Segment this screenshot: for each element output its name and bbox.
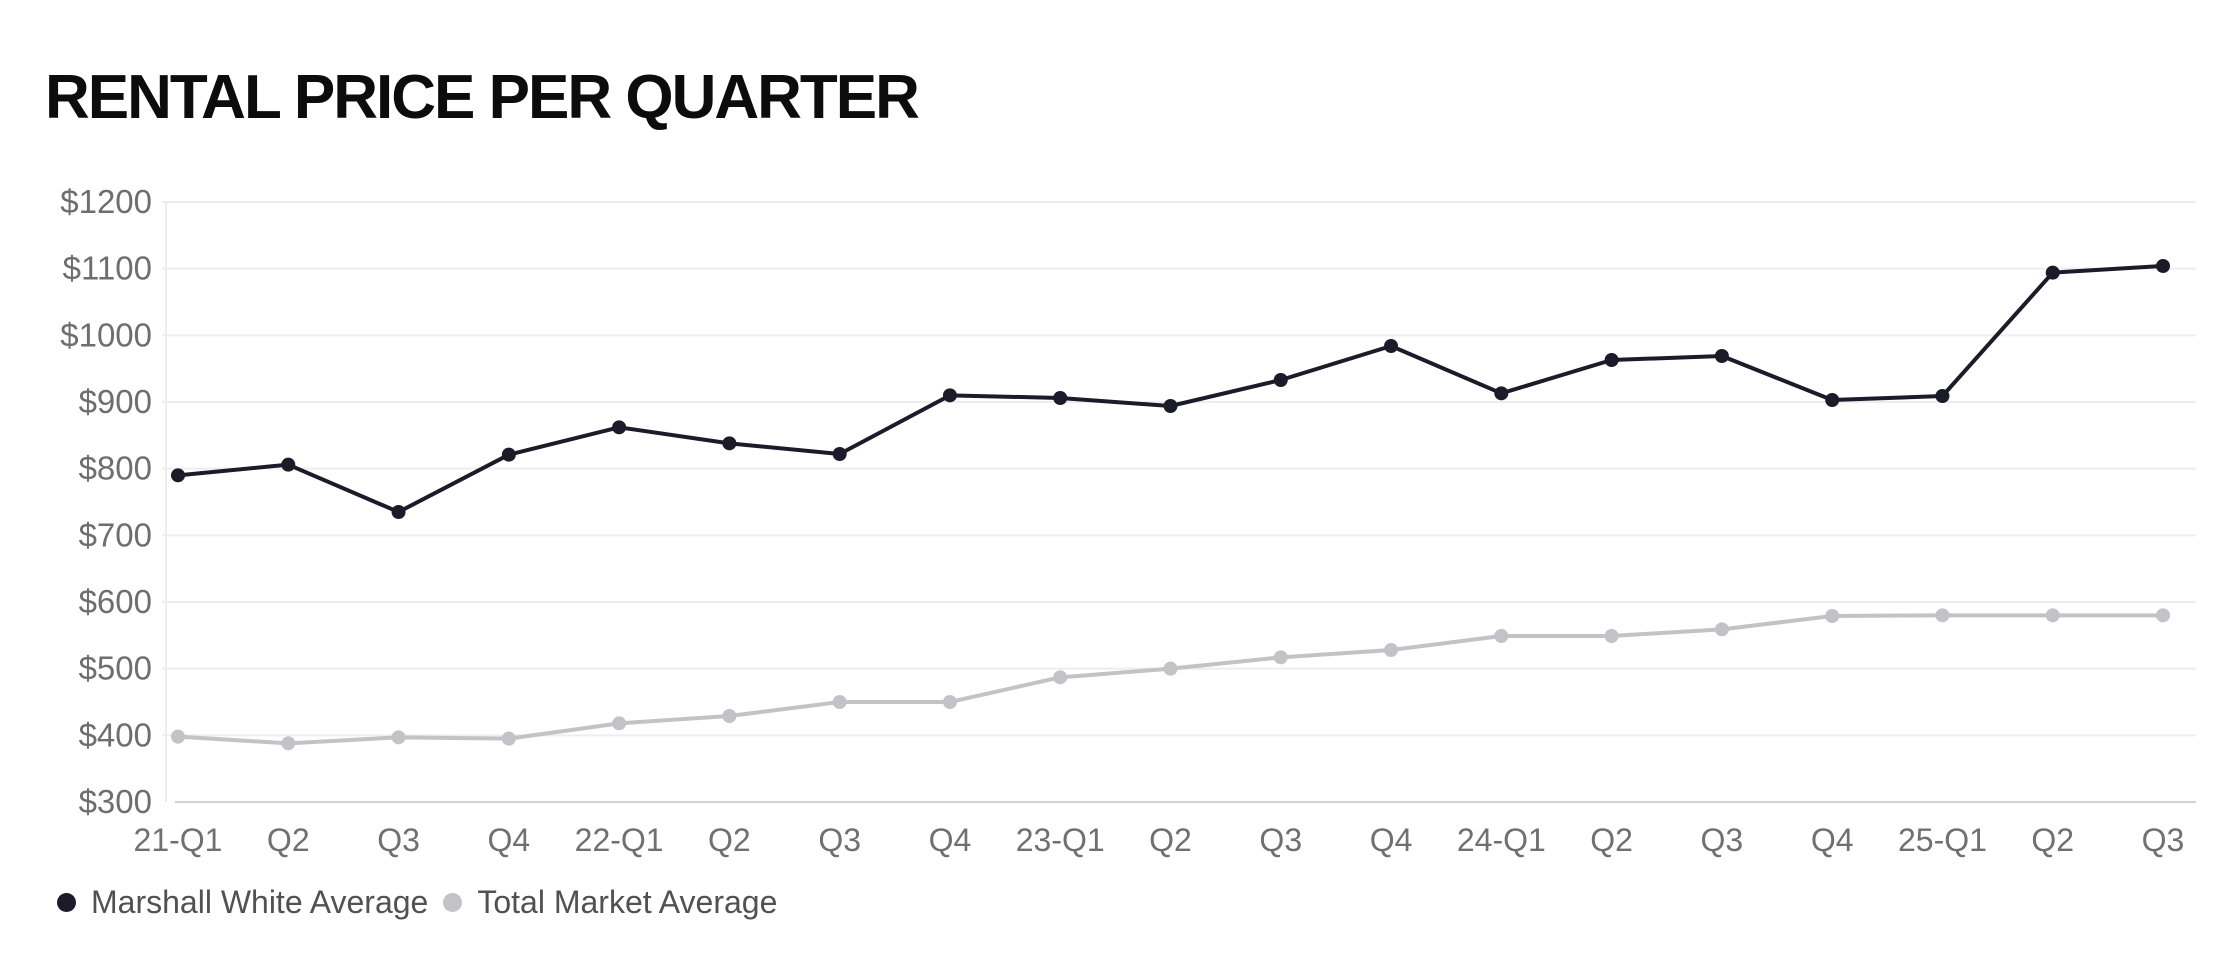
data-point-marshall-white-average — [832, 447, 847, 461]
data-point-marshall-white-average — [1494, 386, 1509, 401]
x-tick-label: Q2 — [708, 822, 751, 858]
y-tick-label: $300 — [79, 783, 152, 820]
data-point-total-market-average — [722, 709, 737, 723]
data-point-total-market-average — [501, 731, 516, 746]
data-point-total-market-average — [832, 695, 847, 709]
x-tick-label: 23-Q1 — [1016, 822, 1105, 858]
x-tick-label: 22-Q1 — [575, 822, 664, 858]
data-point-total-market-average — [612, 716, 627, 731]
data-point-total-market-average — [1053, 670, 1068, 685]
x-tick-label: Q2 — [267, 822, 310, 858]
data-point-total-market-average — [2045, 608, 2060, 623]
chart-title: RENTAL PRICE PER QUARTER — [45, 63, 920, 132]
y-tick-label: $600 — [79, 583, 152, 620]
series-line-total-market-average — [176, 613, 2165, 746]
x-tick-label: 21-Q1 — [134, 822, 223, 858]
x-tick-label: Q3 — [377, 822, 420, 858]
data-point-total-market-average — [391, 730, 406, 745]
data-point-marshall-white-average — [612, 420, 627, 435]
x-tick-label: Q3 — [1259, 822, 1302, 858]
data-point-marshall-white-average — [1935, 389, 1950, 403]
data-point-marshall-white-average — [391, 505, 406, 519]
data-point-total-market-average — [1935, 608, 1950, 623]
data-point-total-market-average — [1384, 643, 1399, 657]
y-tick-label: $800 — [79, 450, 152, 487]
legend-dot-total-market-icon — [443, 893, 463, 912]
chart-legend: Marshall White Average Total Market Aver… — [57, 884, 777, 921]
x-tick-label: Q2 — [1590, 822, 1633, 858]
x-tick-label: Q3 — [818, 822, 861, 858]
data-point-marshall-white-average — [2045, 265, 2060, 280]
data-point-marshall-white-average — [722, 436, 737, 451]
y-tick-label: $400 — [79, 716, 152, 753]
series-line-marshall-white-average — [176, 264, 2165, 514]
data-point-total-market-average — [1604, 629, 1619, 643]
data-point-total-market-average — [1273, 650, 1288, 665]
legend-dot-marshall-white-icon — [57, 893, 76, 912]
data-point-total-market-average — [1494, 629, 1509, 643]
legend-label-total-market: Total Market Average — [477, 884, 778, 920]
data-point-marshall-white-average — [1604, 353, 1619, 367]
data-point-total-market-average — [1825, 609, 1840, 623]
y-tick-label: $1100 — [63, 250, 152, 287]
data-point-marshall-white-average — [1273, 373, 1288, 387]
data-point-marshall-white-average — [1053, 391, 1068, 405]
x-tick-label: 25-Q1 — [1898, 822, 1987, 858]
data-point-total-market-average — [171, 729, 185, 744]
data-point-marshall-white-average — [942, 388, 957, 403]
data-point-marshall-white-average — [171, 468, 185, 483]
x-tick-label: Q4 — [487, 822, 530, 858]
x-tick-label: Q2 — [2031, 822, 2074, 858]
y-tick-label: $1200 — [60, 183, 152, 220]
legend-item-marshall-white: Marshall White Average — [57, 884, 428, 921]
data-point-marshall-white-average — [1163, 399, 1178, 413]
y-tick-label: $1000 — [60, 316, 152, 353]
data-point-total-market-average — [942, 695, 957, 709]
y-tick-label: $500 — [79, 650, 152, 687]
x-tick-label: Q3 — [1701, 822, 1744, 858]
data-point-total-market-average — [281, 736, 296, 751]
data-point-marshall-white-average — [501, 447, 516, 462]
data-point-marshall-white-average — [1825, 393, 1840, 407]
data-point-total-market-average — [1163, 661, 1178, 676]
data-point-marshall-white-average — [2156, 259, 2170, 273]
x-tick-label: Q4 — [1811, 822, 1854, 858]
y-tick-label: $700 — [79, 516, 152, 553]
y-tick-label: $900 — [79, 383, 152, 420]
x-tick-label: Q4 — [929, 822, 972, 858]
x-tick-label: Q4 — [1370, 822, 1413, 858]
legend-item-total-market: Total Market Average — [443, 884, 777, 921]
legend-label-marshall-white: Marshall White Average — [91, 884, 429, 920]
data-point-total-market-average — [2156, 608, 2170, 623]
data-point-total-market-average — [1714, 622, 1729, 637]
x-tick-label: Q2 — [1149, 822, 1192, 858]
x-tick-label: Q3 — [2142, 822, 2185, 858]
x-tick-label: 24-Q1 — [1457, 822, 1546, 858]
data-point-marshall-white-average — [1384, 339, 1399, 353]
data-point-marshall-white-average — [1714, 349, 1729, 363]
data-point-marshall-white-average — [281, 457, 296, 472]
